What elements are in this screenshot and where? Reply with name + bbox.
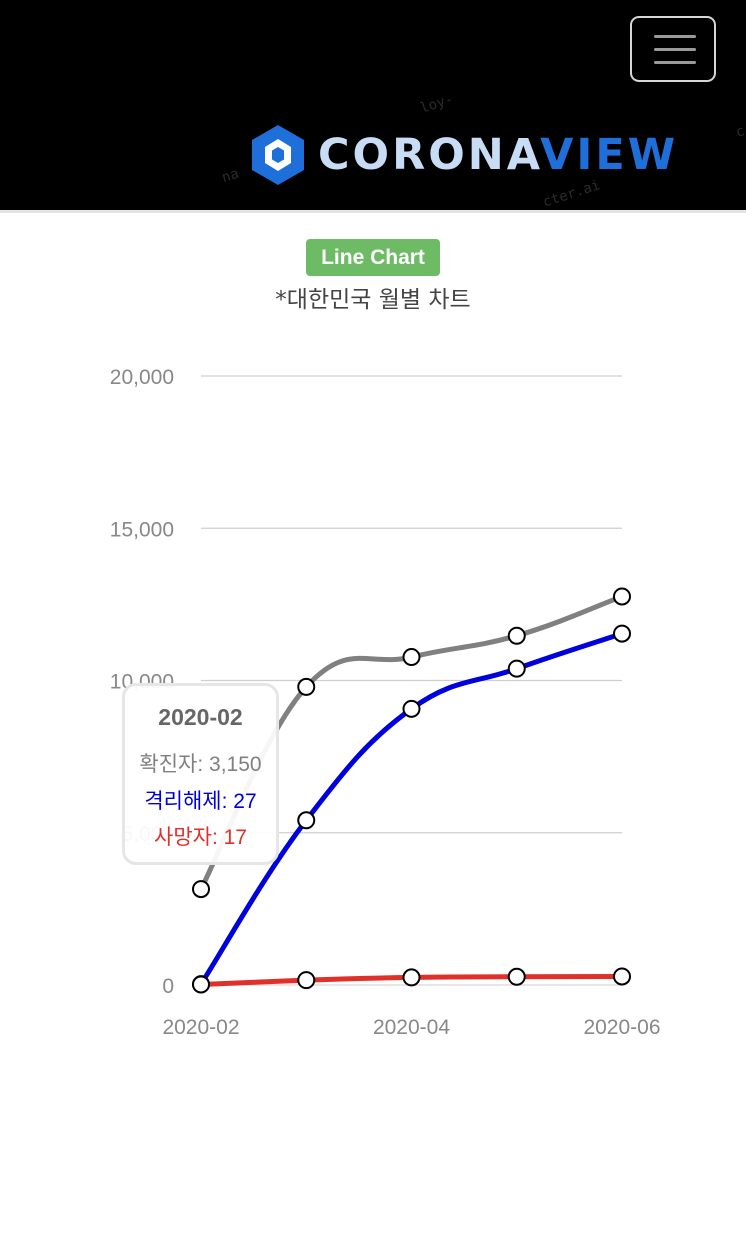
data-point-confirmed [402,648,421,667]
logo-text-corona: CORONA [318,129,541,180]
chart-type-badge: Line Chart [306,239,440,276]
y-tick-label: 15,000 [110,518,174,541]
chart-subtitle: *대한민국 월별 차트 [275,287,471,313]
tooltip-released: 격리해제: 27 [144,790,257,813]
tooltip-confirmed: 확진자: 3,150 [139,753,262,776]
data-point-confirmed [192,880,210,899]
tooltip-deaths: 사망자: 17 [154,826,247,849]
coronaview-logo[interactable]: CORONAVIEW [250,122,678,188]
chart-tooltip: 2020-02 확진자: 3,150 격리해제: 27 사망자: 17 [122,683,279,865]
x-tick-label: 2020-02 [162,1016,239,1039]
data-point-confirmed [613,587,631,606]
tooltip-title: 2020-02 [158,704,243,730]
menu-button[interactable] [630,16,716,82]
x-tick-label: 2020-06 [583,1016,660,1039]
hexagon-logo-icon [252,125,304,185]
x-tick-label: 2020-04 [373,1016,450,1039]
series-line-released [198,631,625,987]
data-point-released [507,659,526,678]
y-tick-label: 20,000 [110,366,174,389]
logo-text-view: VIEW [540,129,679,180]
data-point-released [402,699,421,718]
data-point-deaths [507,967,526,986]
data-point-deaths [297,971,316,990]
data-point-deaths [402,968,421,987]
data-point-deaths [192,975,210,994]
logo-text: CORONAVIEW [318,133,678,177]
data-point-confirmed [297,677,316,696]
data-point-released [297,811,316,830]
app-header: loy- na cter.ai c CORONAVIEW [0,0,746,210]
y-tick-label: 0 [162,975,174,998]
data-point-deaths [613,967,631,986]
data-point-released [613,624,631,643]
data-point-confirmed [507,626,526,645]
header-divider [0,210,746,213]
